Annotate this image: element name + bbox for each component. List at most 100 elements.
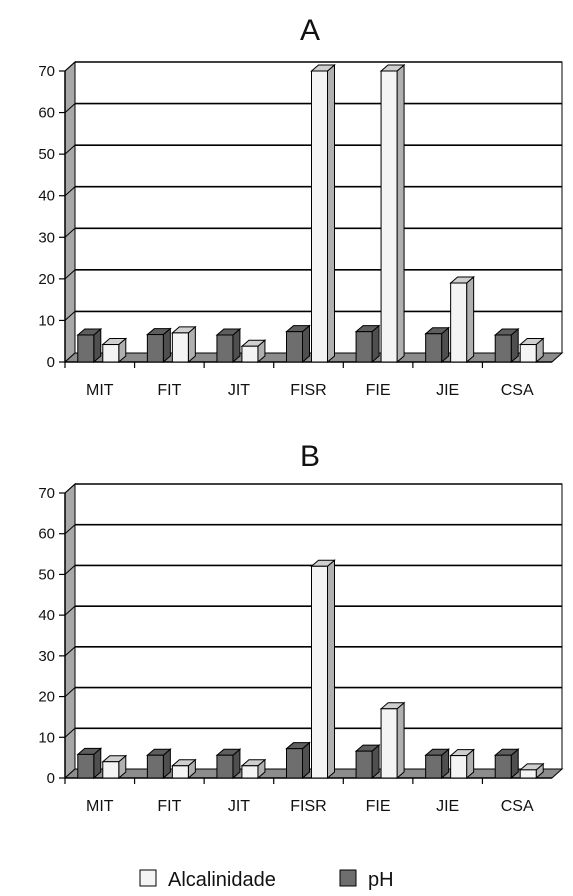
bar-side: [328, 560, 335, 778]
y-tick-label: 70: [38, 485, 55, 502]
x-tick-label: JIT: [228, 382, 250, 399]
y-tick-label: 20: [38, 689, 55, 706]
bar-front: [520, 770, 536, 778]
bar-side: [397, 65, 404, 362]
legend: Alcalinidade pH: [140, 869, 394, 891]
bar-alcalinidade-jit: [242, 760, 265, 778]
legend-swatch: [140, 870, 156, 886]
bar-front: [356, 332, 372, 362]
y-tick-label: 30: [38, 229, 55, 246]
bar-front: [172, 333, 188, 362]
bar-front: [451, 756, 467, 778]
y-tick-label: 50: [38, 566, 55, 583]
bar-front: [495, 755, 511, 778]
x-tick-label: FIT: [157, 798, 181, 815]
bar-ph-jie: [426, 328, 449, 362]
bar-alcalinidade-fie: [381, 703, 404, 778]
bar-ph-jit: [217, 329, 240, 362]
bar-ph-fit: [147, 329, 170, 362]
bar-front: [147, 755, 163, 778]
bar-ph-fie: [356, 326, 379, 362]
bar-front: [381, 71, 397, 362]
y-tick-label: 50: [38, 146, 55, 163]
y-tick-label: 0: [47, 770, 55, 787]
bar-alcalinidade-mit: [103, 756, 126, 778]
chart-title: B: [300, 440, 320, 473]
x-tick-label: JIE: [436, 798, 459, 815]
y-tick-label: 40: [38, 607, 55, 624]
bar-front: [172, 766, 188, 778]
x-tick-label: CSA: [501, 798, 534, 815]
bar-ph-csa: [495, 329, 518, 362]
bar-front: [287, 749, 303, 778]
bar-front: [520, 345, 536, 362]
legend-label: Alcalinidade: [168, 869, 276, 891]
legend-label: pH: [368, 869, 394, 891]
bar-front: [217, 755, 233, 778]
x-tick-label: JIE: [436, 382, 459, 399]
chart-title: A: [300, 14, 320, 47]
x-tick-label: MIT: [86, 382, 114, 399]
bar-alcalinidade-fit: [172, 760, 195, 778]
y-tick-label: 70: [38, 63, 55, 80]
bar-front: [381, 709, 397, 778]
bar-front: [426, 334, 442, 362]
bar-front: [103, 762, 119, 778]
y-tick-label: 60: [38, 526, 55, 543]
bar-front: [242, 346, 258, 362]
bar-ph-mit: [78, 748, 101, 778]
x-tick-label: FISR: [290, 798, 326, 815]
bar-front: [103, 345, 119, 362]
x-tick-label: FIE: [366, 382, 391, 399]
bar-alcalinidade-fisr: [312, 560, 335, 778]
bar-front: [426, 755, 442, 778]
bar-front: [78, 754, 94, 778]
bar-ph-fit: [147, 749, 170, 778]
y-tick-label: 10: [38, 729, 55, 746]
chart-a: 0 10 20 30 40 50 60 70 A MIT FIT JIT FISR FIE JIE CSA: [38, 14, 562, 399]
y-tick-label: 0: [47, 354, 55, 371]
bar-front: [242, 766, 258, 778]
bar-front: [356, 751, 372, 778]
bar-front: [451, 283, 467, 362]
bar-side: [467, 277, 474, 362]
bar-front: [495, 335, 511, 362]
bar-ph-fisr: [287, 743, 310, 778]
bar-ph-fie: [356, 745, 379, 778]
plot-side-wall: [65, 62, 75, 362]
bar-front: [217, 335, 233, 362]
bar-alcalinidade-jie: [451, 750, 474, 778]
bar-front: [287, 332, 303, 362]
bar-ph-mit: [78, 329, 101, 362]
bar-side: [397, 703, 404, 778]
bar-ph-jit: [217, 749, 240, 778]
bar-alcalinidade-csa: [520, 339, 543, 362]
bar-front: [312, 566, 328, 778]
bar-alcalinidade-jit: [242, 340, 265, 362]
bar-alcalinidade-fit: [172, 327, 195, 362]
bar-alcalinidade-fisr: [312, 65, 335, 362]
bar-front: [312, 71, 328, 362]
bar-front: [147, 335, 163, 362]
y-tick-label: 30: [38, 648, 55, 665]
y-tick-label: 10: [38, 312, 55, 329]
y-tick-label: 20: [38, 271, 55, 288]
legend-swatch: [340, 870, 356, 886]
x-tick-label: JIT: [228, 798, 250, 815]
y-tick-label: 60: [38, 105, 55, 122]
plot-side-wall: [65, 484, 75, 778]
x-tick-label: FIT: [157, 382, 181, 399]
bar-alcalinidade-fie: [381, 65, 404, 362]
bar-ph-csa: [495, 749, 518, 778]
bar-alcalinidade-mit: [103, 339, 126, 362]
x-tick-label: FIE: [366, 798, 391, 815]
y-tick-label: 40: [38, 188, 55, 205]
x-tick-label: FISR: [290, 382, 326, 399]
x-tick-label: CSA: [501, 382, 534, 399]
chart-b: 0 10 20 30 40 50 60 70 B MIT FIT JIT FISR FIE JIE CSA: [38, 440, 562, 815]
bar-side: [328, 65, 335, 362]
bar-alcalinidade-jie: [451, 277, 474, 362]
x-tick-label: MIT: [86, 798, 114, 815]
bar-ph-jie: [426, 749, 449, 778]
